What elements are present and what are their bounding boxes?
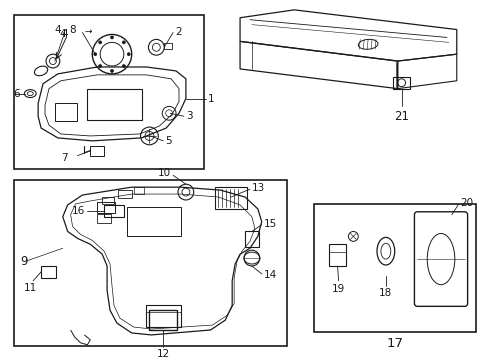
Bar (14, 180, 287, 346)
Text: 20: 20 (460, 198, 473, 208)
Text: 5: 5 (165, 136, 171, 146)
Text: 17: 17 (386, 337, 403, 350)
Circle shape (110, 36, 113, 39)
Bar (328, 244, 346, 266)
Text: 21: 21 (393, 110, 408, 123)
Text: 18: 18 (379, 288, 392, 298)
Bar (41, 266, 56, 278)
Bar (392, 77, 409, 89)
Bar (149, 310, 177, 330)
Bar (146, 305, 181, 327)
Text: 10: 10 (158, 168, 171, 178)
Circle shape (99, 64, 102, 67)
Text: 16: 16 (72, 206, 85, 216)
Bar (14, 15, 203, 170)
Bar (164, 43, 172, 49)
Circle shape (122, 41, 125, 44)
Circle shape (99, 41, 102, 44)
Bar (104, 205, 123, 217)
Bar (97, 202, 115, 213)
Bar (55, 103, 77, 121)
Bar (90, 146, 104, 156)
Text: 11: 11 (23, 283, 37, 293)
Text: 15: 15 (263, 219, 276, 229)
Bar (118, 190, 131, 198)
Text: 7: 7 (61, 153, 67, 163)
Text: 2: 2 (175, 27, 182, 36)
Text: 4: 4 (61, 30, 67, 40)
Bar (102, 197, 114, 204)
Circle shape (110, 69, 113, 72)
Text: 6: 6 (14, 89, 20, 99)
Bar (244, 231, 258, 247)
Text: 8: 8 (69, 24, 76, 35)
Text: 13: 13 (251, 183, 264, 193)
Circle shape (94, 53, 97, 56)
Text: →: → (84, 27, 92, 36)
Circle shape (122, 64, 125, 67)
Bar (133, 187, 143, 194)
Text: 19: 19 (331, 284, 345, 294)
Bar (87, 89, 141, 120)
Circle shape (127, 53, 130, 56)
Text: 4: 4 (54, 24, 61, 35)
Text: 4: 4 (59, 30, 65, 40)
Bar (215, 187, 246, 209)
Text: 1: 1 (207, 94, 214, 104)
Bar (126, 207, 181, 237)
Text: 14: 14 (263, 270, 276, 280)
Text: 3: 3 (185, 111, 192, 121)
Bar (313, 204, 475, 332)
Bar (97, 214, 111, 222)
Text: 12: 12 (156, 349, 169, 359)
Text: 9: 9 (20, 255, 28, 267)
